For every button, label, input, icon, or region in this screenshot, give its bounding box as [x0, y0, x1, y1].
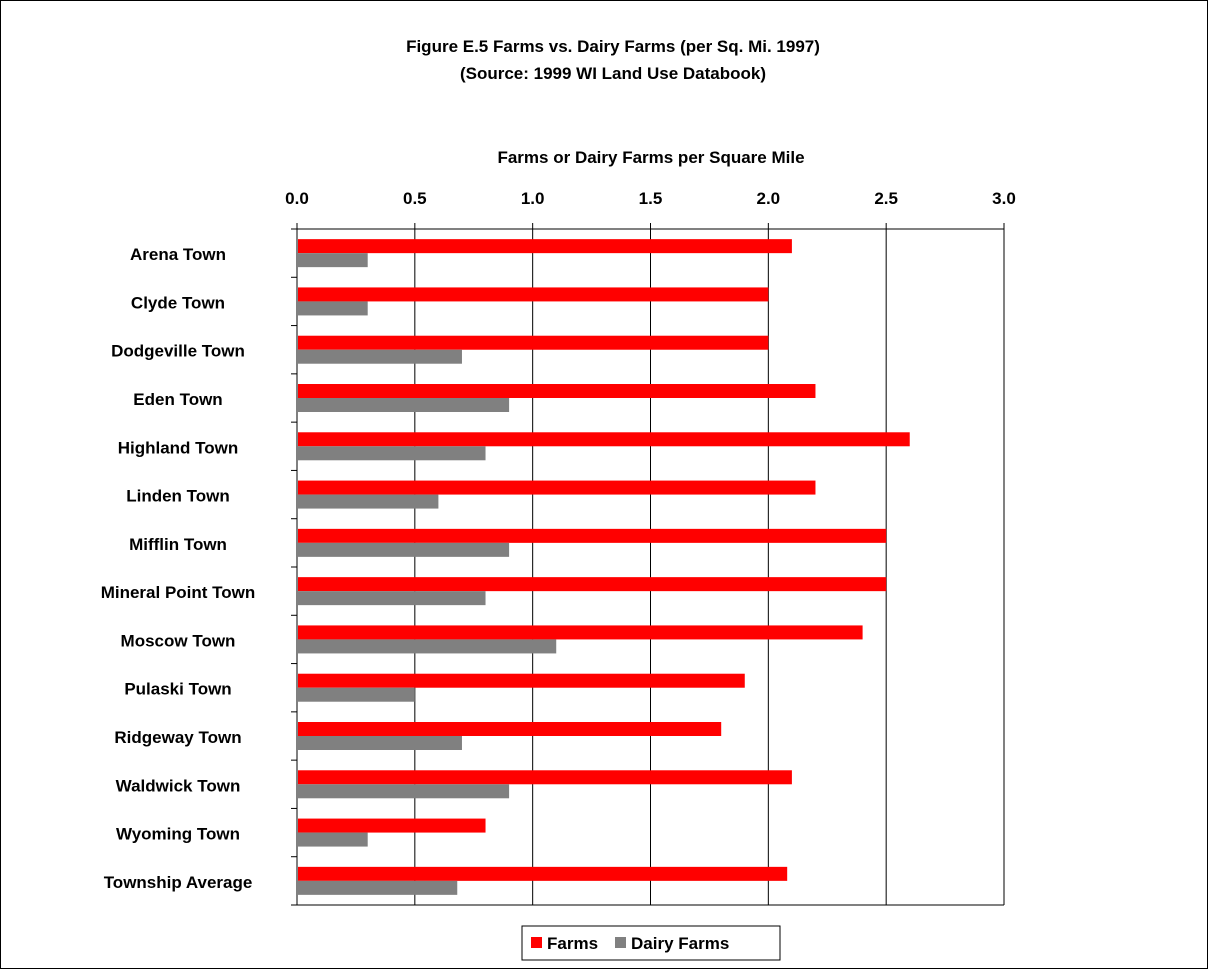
- dairy-farms-bar: [298, 591, 486, 606]
- farms-bar: [298, 335, 769, 350]
- x-tick-label: 0.0: [285, 189, 309, 208]
- dairy-farms-legend-swatch: [615, 937, 626, 948]
- farms-legend-swatch: [531, 937, 542, 948]
- dairy-farms-bar: [298, 542, 510, 557]
- dairy-farms-bar: [298, 494, 439, 509]
- category-labels: Arena Town Clyde Town Dodgeville Town Eden …: [101, 245, 256, 892]
- category-label: Mifflin Town: [129, 535, 227, 554]
- x-tick-labels: 0.0 0.5 1.0 1.5 2.0 2.5 3.0: [285, 189, 1016, 208]
- category-label: Linden Town: [126, 487, 230, 506]
- x-tick-label: 0.5: [403, 189, 427, 208]
- x-tick-label: 1.0: [521, 189, 545, 208]
- category-label: Moscow Town: [121, 631, 236, 650]
- farms-bar: [298, 866, 788, 881]
- category-label: Dodgeville Town: [111, 342, 245, 361]
- category-label: Arena Town: [130, 245, 226, 264]
- farms-bar: [298, 577, 887, 592]
- dairy-farms-bar: [298, 687, 415, 702]
- farms-bar: [298, 432, 910, 447]
- farms-bar: [298, 818, 486, 833]
- chart-title: Figure E.5 Farms vs. Dairy Farms (per Sq…: [406, 37, 820, 56]
- x-tick-label: 2.0: [757, 189, 781, 208]
- category-label: Mineral Point Town: [101, 583, 256, 602]
- category-label: Waldwick Town: [116, 776, 241, 795]
- farms-bar: [298, 673, 745, 688]
- dairy-farms-bar: [298, 736, 462, 750]
- category-label: Pulaski Town: [124, 680, 231, 699]
- farms-bar: [298, 770, 792, 785]
- farms-bar: [298, 625, 863, 640]
- axes: [291, 223, 1005, 906]
- dairy-farms-bar: [298, 832, 368, 847]
- category-label: Clyde Town: [131, 293, 225, 312]
- dairy-farms-bar: [298, 253, 368, 268]
- dairy-farms-bar: [298, 784, 510, 799]
- x-tick-label: 1.5: [639, 189, 663, 208]
- farms-bar: [298, 287, 769, 302]
- chart-subtitle: (Source: 1999 WI Land Use Databook): [460, 64, 766, 83]
- farms-bar: [298, 384, 816, 398]
- dairy-farms-bar: [298, 349, 462, 364]
- farms-bar: [298, 722, 722, 736]
- farms-bar: [298, 480, 816, 495]
- category-label: Eden Town: [133, 390, 222, 409]
- x-tick-label: 2.5: [874, 189, 898, 208]
- category-label: Highland Town: [118, 438, 239, 457]
- legend: Farms Dairy Farms: [521, 925, 781, 961]
- dairy-farms-bar: [298, 880, 458, 895]
- legend-label: Dairy Farms: [631, 934, 729, 953]
- farms-bar: [298, 239, 792, 254]
- dairy-farms-bar: [298, 639, 557, 654]
- farms-bar: [298, 528, 887, 543]
- category-label: Wyoming Town: [116, 825, 240, 844]
- x-axis-label: Farms or Dairy Farms per Square Mile: [497, 148, 804, 167]
- dairy-farms-bar: [298, 398, 510, 412]
- legend-label: Farms: [547, 934, 598, 953]
- category-label: Township Average: [104, 873, 253, 892]
- legend-box: [521, 925, 781, 961]
- x-tick-label: 3.0: [992, 189, 1016, 208]
- bars: [298, 239, 910, 895]
- dairy-farms-bar: [298, 446, 486, 461]
- dairy-farms-bar: [298, 301, 368, 316]
- category-label: Ridgeway Town: [114, 728, 241, 747]
